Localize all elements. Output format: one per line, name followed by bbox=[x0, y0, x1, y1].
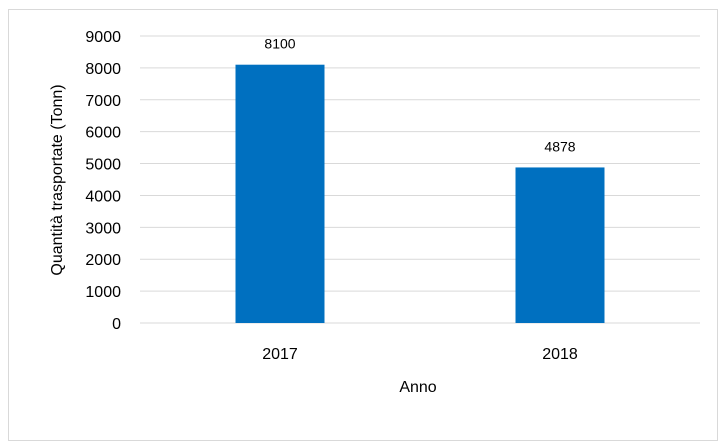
data-label: 8100 bbox=[264, 36, 295, 52]
bar-chart: 0 1000 2000 3000 4000 5000 6000 7000 8000 9000 20… bbox=[49, 29, 700, 396]
y-tick-label: 6000 bbox=[85, 125, 121, 142]
y-tick-label: 5000 bbox=[85, 157, 121, 174]
y-axis-title: Quantità trasportate (Tonn) bbox=[49, 84, 66, 275]
bar-2017 bbox=[235, 64, 325, 323]
x-tick-label: 2017 bbox=[262, 346, 298, 363]
x-axis-ticks: 2017 2018 bbox=[262, 346, 578, 363]
data-labels: 8100 4878 bbox=[264, 36, 575, 155]
bars bbox=[235, 64, 605, 323]
y-axis-ticks: 0 1000 2000 3000 4000 5000 6000 7000 8000 9000 bbox=[85, 29, 121, 333]
y-tick-label: 0 bbox=[112, 316, 121, 333]
y-tick-label: 9000 bbox=[85, 29, 121, 46]
gridlines bbox=[140, 35, 700, 324]
y-tick-label: 8000 bbox=[85, 61, 121, 78]
bar-2018 bbox=[515, 167, 605, 323]
y-tick-label: 7000 bbox=[85, 93, 121, 110]
x-tick-label: 2018 bbox=[542, 346, 578, 363]
x-axis-title: Anno bbox=[399, 379, 436, 396]
y-tick-label: 4000 bbox=[85, 188, 121, 205]
y-tick-label: 2000 bbox=[85, 252, 121, 269]
data-label: 4878 bbox=[544, 138, 575, 154]
y-tick-label: 3000 bbox=[85, 220, 121, 237]
y-tick-label: 1000 bbox=[85, 284, 121, 301]
